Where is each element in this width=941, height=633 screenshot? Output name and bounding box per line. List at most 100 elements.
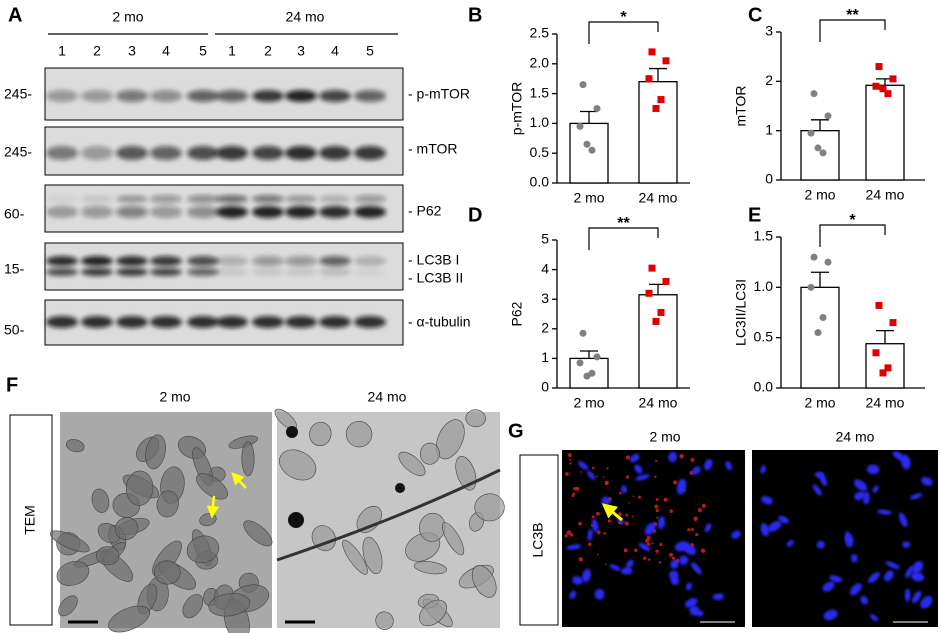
tem-granule [288,512,304,528]
lc3b-signal [566,530,572,535]
lc3b-signal [604,563,607,566]
lane-label: 3 [297,43,305,59]
data-point [652,317,660,325]
nucleus [621,485,627,494]
tem-texture [66,439,85,453]
bar [800,286,840,389]
nucleus [885,561,900,570]
blot-band [150,316,182,328]
bar [865,84,905,181]
label-box [519,454,559,626]
lc3b-signal [659,543,663,547]
blot-band [285,195,317,203]
lc3b-signal [625,513,629,517]
data-point [810,90,818,98]
blot-band [150,268,182,276]
nucleus [689,605,700,616]
bar [569,357,609,389]
blot-band [81,206,113,218]
significance-bracket [819,224,886,247]
data-point [579,81,587,89]
tem-texture [241,441,255,477]
y-tick-label: 1.5 [754,228,774,244]
data-point [824,112,832,120]
data-point [884,90,892,98]
blot-band [354,206,386,218]
x-tick-label: 2 mo [573,190,604,206]
tem-granule [395,483,405,493]
blot-band [46,206,78,218]
data-point [593,353,601,361]
tem-texture [442,522,465,556]
nucleus [582,568,591,583]
nucleus [921,476,933,486]
data-point [648,48,656,56]
nucleus [823,609,838,621]
lc3b-signal [607,519,612,523]
nucleus [902,541,911,549]
x-tick-label: 2 mo [573,395,604,411]
tem-membrane [276,468,501,562]
tem-texture [418,599,447,626]
lc3b-signal [628,501,630,504]
blot-band [81,256,113,266]
nucleus [634,464,643,474]
nucleus [591,518,599,533]
arrow [601,503,623,522]
nucleus [911,590,922,604]
nucleus [621,567,633,575]
lc3b-signal [579,471,582,473]
blot-band [216,316,248,328]
blot-band [252,256,284,266]
blot-band [150,146,182,160]
blot-band [46,256,78,266]
lc3b-signal [701,503,706,508]
nucleus [725,461,733,471]
lc3b-signal [656,516,659,519]
nucleus [684,597,698,608]
lc3b-signal [564,534,568,538]
lc3b-signal [638,495,642,499]
lc3b-signal [668,552,674,557]
significance-label: * [620,9,627,26]
lane-label: 5 [199,43,207,59]
blot-band [319,90,351,102]
data-point [662,277,670,285]
blot-band [252,146,284,160]
data-point [583,140,591,148]
data-point [819,314,827,322]
tem-texture [58,595,78,617]
lc3b-signal [591,515,595,519]
nucleus [691,466,701,475]
nucleus [572,576,583,585]
blot-band [252,268,284,276]
lc3b-signal [617,512,622,517]
lc3b-signal [606,467,609,470]
tem-texture [375,611,394,630]
lc3b-signal [658,561,662,564]
nucleus [812,484,822,496]
lc3b-signal [565,472,569,476]
panel-label: D [468,204,482,226]
lc3b-signal [634,548,638,553]
nucleus [578,461,589,471]
data-point [814,329,822,337]
nucleus [686,582,693,591]
data-point [875,301,883,309]
lc3b-signal [570,533,574,537]
blot-band [150,206,182,218]
lc3b-signal [578,521,582,526]
lane-label: 4 [331,43,339,59]
lc3b-signal [596,530,601,535]
blot-band [319,195,351,203]
tem-texture [309,421,332,447]
blot-box [44,242,404,291]
blot-band [187,268,219,276]
nucleus [674,541,690,552]
lc3b-signal [655,497,659,501]
lc3b-signal [567,453,572,458]
data-point [576,122,584,130]
row-label: LC3B [530,522,546,557]
nucleus [625,559,634,569]
nucleus [829,575,843,583]
